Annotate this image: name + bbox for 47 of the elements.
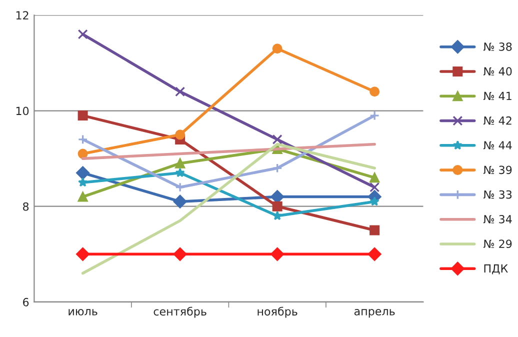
- point: [78, 192, 88, 202]
- point: [270, 247, 284, 261]
- point: [78, 177, 88, 187]
- legend-label: № 41: [484, 92, 512, 100]
- point: [370, 110, 380, 121]
- point: [175, 182, 186, 192]
- x-tick-label: ноябрь: [258, 306, 298, 318]
- legend-label: № 39: [484, 166, 512, 174]
- point: [78, 110, 88, 121]
- legend-label: № 38: [484, 42, 512, 51]
- point: [78, 134, 88, 144]
- x-tick-label: апрель: [354, 309, 395, 318]
- legend-label: ПДК: [484, 264, 508, 274]
- legend-label: № 42: [484, 116, 512, 125]
- point: [370, 86, 380, 97]
- point: [370, 182, 380, 192]
- x-tick-label: сентябрь: [154, 306, 206, 318]
- x-tick-label: июль: [68, 309, 98, 316]
- legend-label: № 44: [484, 141, 512, 150]
- point: [272, 134, 282, 144]
- line-series: [81, 142, 376, 275]
- y-tick-label: 6: [23, 298, 29, 306]
- point: [76, 166, 90, 180]
- point: [175, 130, 186, 140]
- point: [272, 44, 282, 54]
- point: [173, 247, 187, 261]
- y-tick-label: 10: [16, 106, 29, 116]
- point: [78, 29, 88, 40]
- legend-label: № 40: [484, 67, 512, 76]
- point: [370, 172, 380, 183]
- point: [175, 86, 186, 97]
- legend-label: № 34: [484, 214, 512, 224]
- point: [76, 247, 90, 261]
- legend-label: № 33: [484, 190, 512, 199]
- point: [272, 201, 282, 212]
- point: [370, 225, 380, 236]
- point: [272, 163, 282, 174]
- point: [368, 247, 382, 261]
- point: [175, 168, 185, 178]
- y-tick-label: 8: [23, 202, 29, 211]
- point: [272, 210, 282, 220]
- y-tick-label: 12: [16, 11, 28, 20]
- point: [78, 148, 88, 159]
- legend-label: № 29: [484, 240, 512, 248]
- point: [370, 196, 380, 206]
- point: [173, 194, 187, 208]
- point: [175, 158, 186, 168]
